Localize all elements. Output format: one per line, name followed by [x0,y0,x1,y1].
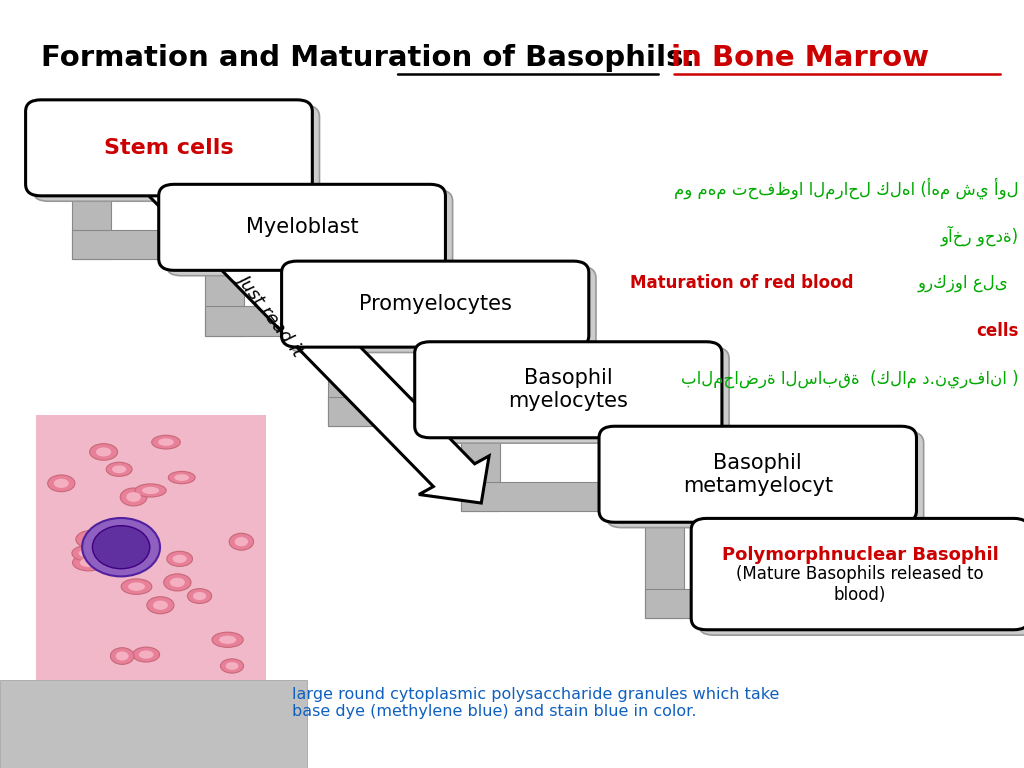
Ellipse shape [225,662,239,670]
Text: بالمحاضرة السابقة  (كلام د.نيرفانا ): بالمحاضرة السابقة (كلام د.نيرفانا ) [681,369,1019,388]
Ellipse shape [152,435,180,449]
Ellipse shape [158,439,174,446]
FancyBboxPatch shape [166,190,453,276]
Ellipse shape [126,492,141,502]
Bar [461,482,614,511]
Ellipse shape [73,554,104,571]
Ellipse shape [90,444,118,460]
Ellipse shape [114,552,127,561]
Ellipse shape [112,465,126,473]
FancyBboxPatch shape [26,100,312,196]
Bar [461,426,500,511]
Ellipse shape [111,647,134,664]
Text: مو مهم تحفظوا المراحل كلها (أهم شي أول: مو مهم تحفظوا المراحل كلها (أهم شي أول [674,177,1019,199]
Bar [645,589,707,618]
Ellipse shape [193,592,206,600]
Bar [328,397,430,426]
Bar [0,680,307,768]
FancyBboxPatch shape [33,105,319,201]
Text: Stem cells: Stem cells [104,137,233,158]
Ellipse shape [142,487,159,494]
Bar [205,259,244,336]
FancyBboxPatch shape [691,518,1024,630]
Bar [645,511,684,618]
Ellipse shape [167,551,193,567]
Ellipse shape [79,549,95,558]
FancyBboxPatch shape [289,266,596,353]
Text: Just read it: Just read it [234,270,308,359]
Bar [36,415,266,680]
Ellipse shape [92,547,108,555]
Text: in Bone Marrow: in Bone Marrow [671,44,929,71]
Bar [72,184,111,259]
FancyArrow shape [108,131,489,503]
Ellipse shape [80,558,97,567]
Ellipse shape [168,472,196,484]
FancyBboxPatch shape [282,261,589,347]
Circle shape [82,518,160,576]
Ellipse shape [174,474,189,481]
Ellipse shape [116,651,129,660]
Ellipse shape [76,530,109,548]
Ellipse shape [220,659,244,673]
Ellipse shape [106,462,132,476]
Text: Basophil
metamyelocyt: Basophil metamyelocyt [683,452,833,496]
Ellipse shape [83,535,101,545]
Text: Promyelocytes: Promyelocytes [358,294,512,314]
FancyBboxPatch shape [415,342,722,438]
Ellipse shape [135,484,166,497]
Ellipse shape [219,636,237,644]
Ellipse shape [128,582,145,591]
Ellipse shape [121,579,152,594]
Text: وآخر وحدة): وآخر وحدة) [941,226,1019,246]
Text: Polymorphnuclear Basophil: Polymorphnuclear Basophil [722,545,998,564]
FancyBboxPatch shape [599,426,916,522]
Ellipse shape [187,588,212,604]
Ellipse shape [85,543,115,559]
FancyBboxPatch shape [698,524,1024,635]
Ellipse shape [234,537,248,546]
Ellipse shape [120,488,147,506]
Ellipse shape [72,545,102,561]
Text: (Mature Basophils released to
blood): (Mature Basophils released to blood) [736,565,984,604]
Ellipse shape [54,478,69,488]
FancyBboxPatch shape [422,347,729,443]
Ellipse shape [229,533,254,550]
Text: Myeloblast: Myeloblast [246,217,358,237]
Text: وركزوا على: وركزوا على [918,274,1019,293]
Ellipse shape [146,597,174,614]
Bar [328,336,367,426]
Text: Formation and Maturation of Basophils:: Formation and Maturation of Basophils: [41,44,706,71]
Ellipse shape [212,632,244,647]
Ellipse shape [170,578,185,587]
Text: large round cytoplasmic polysaccharide granules which take
base dye (methylene b: large round cytoplasmic polysaccharide g… [292,687,779,719]
FancyBboxPatch shape [606,432,924,528]
Text: Basophil
myelocytes: Basophil myelocytes [508,368,629,412]
Text: cells: cells [977,322,1019,340]
Ellipse shape [96,448,112,456]
Text: Maturation of red blood: Maturation of red blood [630,274,853,293]
Bar [205,306,297,336]
Ellipse shape [133,647,160,662]
Ellipse shape [173,554,186,563]
Bar [72,230,174,259]
Ellipse shape [109,549,132,564]
FancyBboxPatch shape [159,184,445,270]
Ellipse shape [164,574,190,591]
Circle shape [92,526,150,568]
Ellipse shape [139,650,154,659]
Ellipse shape [48,475,75,492]
Ellipse shape [153,601,168,610]
